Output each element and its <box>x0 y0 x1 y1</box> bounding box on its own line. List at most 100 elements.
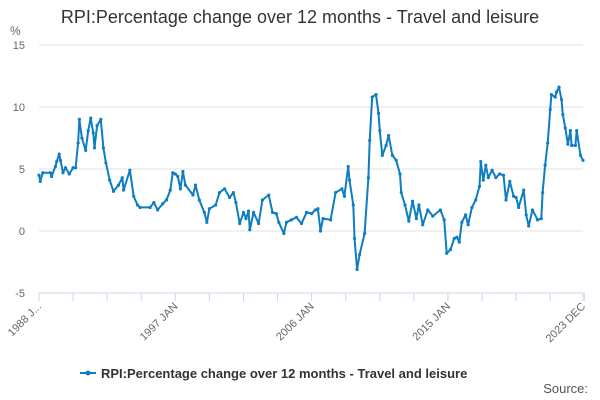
data-point[interactable] <box>399 190 403 195</box>
data-point[interactable] <box>387 133 391 138</box>
data-point[interactable] <box>38 179 42 183</box>
data-point[interactable] <box>355 267 359 272</box>
data-point[interactable] <box>479 159 483 164</box>
data-point[interactable] <box>457 240 461 244</box>
data-point[interactable] <box>363 231 367 236</box>
data-point[interactable] <box>217 190 222 195</box>
data-point[interactable] <box>55 159 59 164</box>
data-point[interactable] <box>58 158 63 162</box>
data-point[interactable] <box>568 128 572 133</box>
data-point[interactable] <box>202 210 206 214</box>
data-point[interactable] <box>368 138 372 143</box>
data-point[interactable] <box>530 208 535 212</box>
data-point[interactable] <box>168 188 172 192</box>
data-point[interactable] <box>274 212 278 216</box>
data-point[interactable] <box>504 198 508 202</box>
data-point[interactable] <box>205 220 209 224</box>
data-point[interactable] <box>313 208 318 212</box>
data-point[interactable] <box>156 208 160 212</box>
data-point[interactable] <box>452 236 456 241</box>
data-point[interactable] <box>546 141 550 145</box>
data-point[interactable] <box>517 205 521 210</box>
data-point[interactable] <box>573 143 578 148</box>
data-point[interactable] <box>77 117 81 121</box>
data-point[interactable] <box>91 131 95 135</box>
data-point[interactable] <box>347 178 352 182</box>
data-point[interactable] <box>498 172 502 176</box>
data-point[interactable] <box>222 187 227 191</box>
data-point[interactable] <box>566 142 570 146</box>
data-point[interactable] <box>414 217 418 221</box>
data-point[interactable] <box>554 90 559 94</box>
data-point[interactable] <box>442 218 446 222</box>
data-point[interactable] <box>80 136 84 140</box>
data-point[interactable] <box>486 176 490 180</box>
data-point[interactable] <box>394 158 398 162</box>
data-point[interactable] <box>207 207 211 211</box>
data-point[interactable] <box>181 169 185 174</box>
data-point[interactable] <box>346 164 350 169</box>
data-point[interactable] <box>310 212 314 216</box>
data-point[interactable] <box>101 146 105 150</box>
data-point[interactable] <box>460 220 464 224</box>
data-point[interactable] <box>48 171 52 175</box>
data-point[interactable] <box>477 184 482 188</box>
data-point[interactable] <box>148 205 152 210</box>
data-point[interactable] <box>67 172 71 176</box>
data-point[interactable] <box>318 229 323 233</box>
data-point[interactable] <box>282 231 286 236</box>
data-point[interactable] <box>511 194 516 198</box>
data-point[interactable] <box>490 168 494 172</box>
data-point[interactable] <box>128 168 132 172</box>
data-point[interactable] <box>340 187 344 191</box>
data-point[interactable] <box>116 183 121 187</box>
data-point[interactable] <box>277 220 281 224</box>
data-point[interactable] <box>197 198 201 202</box>
data-point[interactable] <box>370 95 374 99</box>
data-point[interactable] <box>84 148 88 152</box>
data-point[interactable] <box>378 128 382 133</box>
data-point[interactable] <box>407 219 411 223</box>
data-point[interactable] <box>541 190 545 195</box>
data-point[interactable] <box>227 195 232 200</box>
data-point[interactable] <box>539 217 543 221</box>
data-point[interactable] <box>494 176 498 180</box>
data-point[interactable] <box>484 163 488 167</box>
data-point[interactable] <box>426 208 430 212</box>
data-point[interactable] <box>575 128 579 133</box>
data-point[interactable] <box>501 173 506 177</box>
data-point[interactable] <box>111 189 116 193</box>
data-point[interactable] <box>92 146 97 150</box>
data-point[interactable] <box>193 183 198 187</box>
data-point[interactable] <box>357 252 362 257</box>
data-point[interactable] <box>183 183 188 187</box>
data-point[interactable] <box>248 228 252 232</box>
data-point[interactable] <box>549 93 554 97</box>
data-point[interactable] <box>234 200 238 205</box>
data-point[interactable] <box>41 171 45 175</box>
data-point[interactable] <box>522 188 526 192</box>
data-point[interactable] <box>171 171 175 175</box>
legend-item[interactable]: RPI:Percentage change over 12 months - T… <box>80 366 467 381</box>
data-point[interactable] <box>63 166 68 170</box>
data-point[interactable] <box>438 208 442 212</box>
data-point[interactable] <box>448 248 453 252</box>
data-point[interactable] <box>328 218 333 222</box>
data-point[interactable] <box>61 171 65 175</box>
data-point[interactable] <box>89 116 93 120</box>
data-point[interactable] <box>238 221 242 226</box>
data-point[interactable] <box>508 179 512 183</box>
data-point[interactable] <box>53 164 58 169</box>
data-point[interactable] <box>191 193 195 197</box>
data-point[interactable] <box>464 213 468 217</box>
data-point[interactable] <box>214 203 218 207</box>
data-point[interactable] <box>390 153 395 157</box>
data-point[interactable] <box>316 207 320 211</box>
data-point[interactable] <box>581 158 585 162</box>
data-point[interactable] <box>138 205 142 210</box>
data-point[interactable] <box>445 251 449 255</box>
data-point[interactable] <box>246 209 251 213</box>
data-point[interactable] <box>527 224 531 228</box>
data-point[interactable] <box>524 213 528 217</box>
data-point[interactable] <box>284 220 288 224</box>
